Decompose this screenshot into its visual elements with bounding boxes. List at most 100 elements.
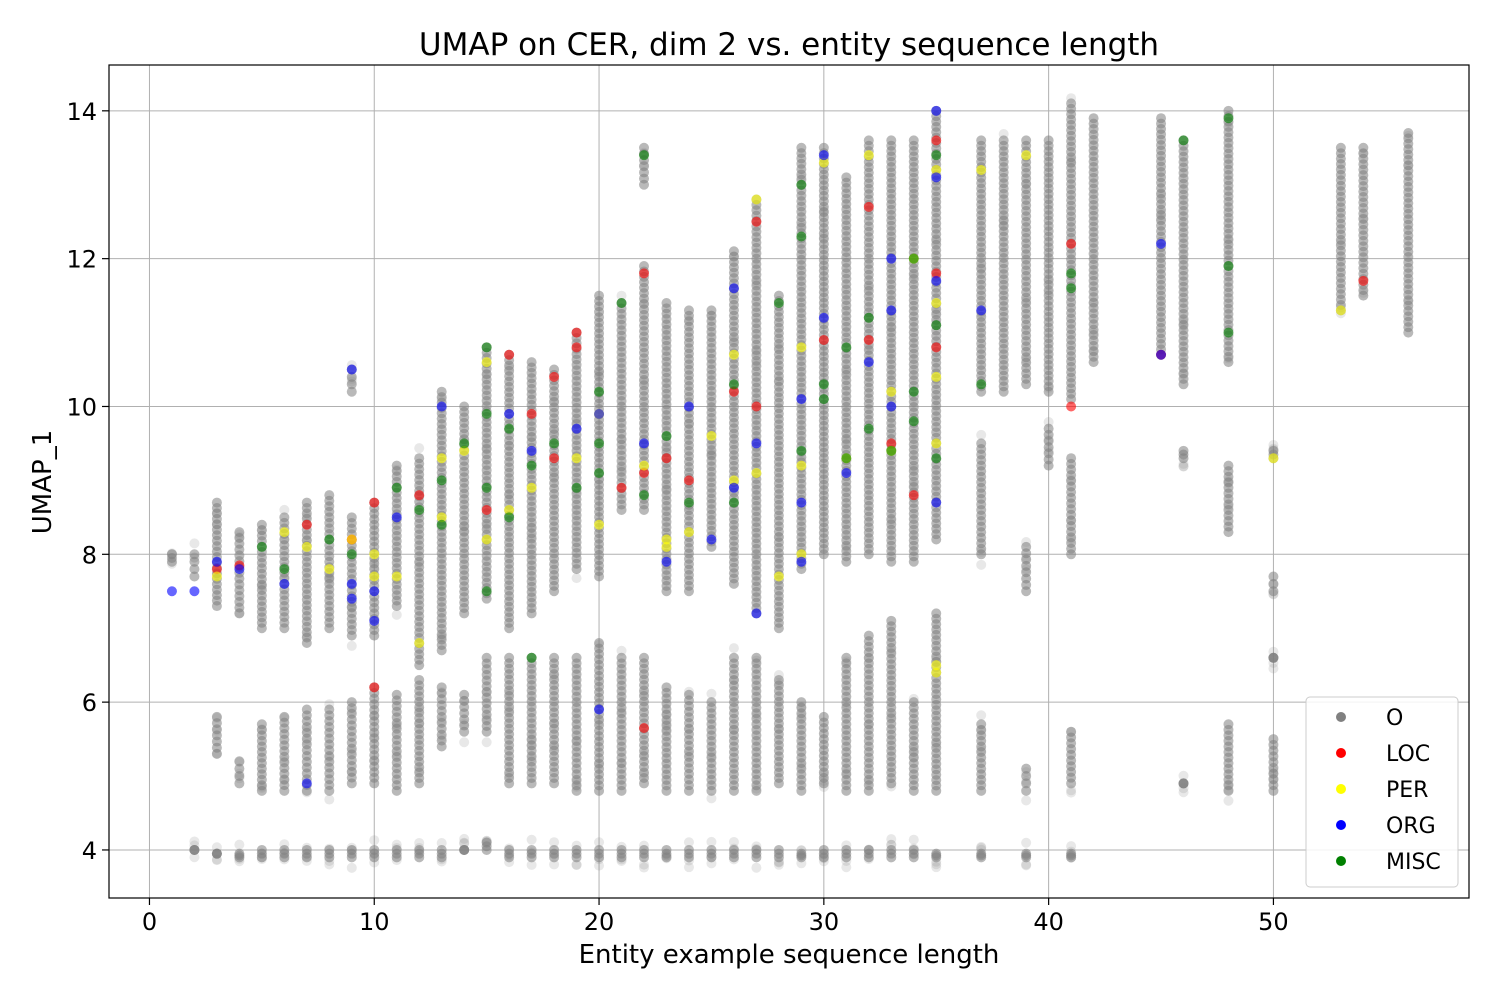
point-o-faint — [1021, 552, 1032, 563]
point-o-faint — [436, 837, 447, 848]
point-o-faint — [1223, 501, 1234, 512]
point-o — [728, 246, 739, 257]
point-o-faint — [728, 251, 739, 262]
point-o-faint — [346, 602, 357, 613]
point-o-faint — [481, 369, 492, 380]
point-per — [931, 164, 942, 175]
point-misc — [324, 534, 335, 545]
point-o — [549, 844, 560, 855]
point-o — [818, 711, 829, 722]
point-o-faint — [436, 856, 447, 867]
legend-box — [1305, 696, 1459, 888]
point-o-faint — [211, 855, 222, 866]
point-loc — [683, 475, 694, 486]
point-o-faint — [728, 643, 739, 654]
point-o-faint — [751, 277, 762, 288]
point-o-faint — [324, 574, 335, 585]
point-o-faint — [234, 853, 245, 864]
point-misc — [594, 438, 605, 449]
point-o-faint — [459, 695, 470, 706]
point-o-faint — [189, 836, 200, 847]
point-o-faint — [1088, 298, 1099, 309]
point-per — [346, 534, 357, 545]
point-per — [661, 534, 672, 545]
legend-marker-per — [1336, 784, 1346, 794]
point-misc — [886, 445, 897, 456]
chart-title: UMAP on CER, dim 2 vs. entity sequence l… — [419, 27, 1159, 63]
point-o-faint — [998, 220, 1009, 231]
point-per — [931, 438, 942, 449]
point-o-faint — [863, 844, 874, 855]
point-misc — [931, 150, 942, 161]
point-o-faint — [504, 857, 515, 868]
point-o-faint — [256, 782, 267, 793]
point-o-faint — [481, 836, 492, 847]
point-o-faint — [436, 687, 447, 698]
point-o — [301, 704, 312, 715]
legend-label-loc: LOC — [1386, 742, 1430, 767]
point-per — [594, 519, 605, 530]
point-o — [908, 844, 919, 855]
point-o — [594, 290, 605, 301]
point-o-faint — [414, 837, 425, 848]
point-o-faint — [706, 688, 717, 699]
point-o — [1223, 105, 1234, 116]
x-axis-label: Entity example sequence length — [579, 940, 1000, 970]
point-o-faint — [346, 640, 357, 651]
point-o — [706, 305, 717, 316]
point-o-faint — [639, 159, 650, 170]
point-o-faint — [549, 742, 560, 753]
point-o — [616, 844, 627, 855]
point-loc — [481, 504, 492, 515]
point-o-faint — [1066, 158, 1077, 169]
point-o-faint — [908, 834, 919, 845]
point-o — [661, 682, 672, 693]
point-misc — [728, 379, 739, 390]
point-org — [369, 586, 380, 597]
point-o — [346, 386, 357, 397]
point-loc — [504, 349, 515, 360]
point-org — [728, 482, 739, 493]
point-o-faint — [1223, 353, 1234, 364]
point-org — [346, 593, 357, 604]
point-o — [436, 682, 447, 693]
point-per — [751, 468, 762, 478]
point-o-faint — [234, 856, 245, 867]
point-o-faint — [728, 675, 739, 686]
point-misc — [976, 379, 987, 390]
point-o-faint — [414, 443, 425, 454]
point-o-faint — [279, 839, 290, 850]
point-o-faint — [504, 770, 515, 781]
legend-label-org: ORG — [1386, 814, 1436, 839]
point-o-faint — [886, 646, 897, 657]
point-o — [391, 689, 402, 700]
point-o — [1066, 453, 1077, 464]
point-o-faint — [908, 270, 919, 281]
point-o-faint — [414, 765, 425, 776]
point-per — [863, 150, 874, 161]
point-o — [863, 630, 874, 641]
point-o — [1335, 142, 1346, 153]
point-o-faint — [189, 852, 200, 863]
point-o — [549, 364, 560, 375]
point-o-faint — [369, 848, 380, 859]
point-o-faint — [661, 850, 672, 861]
point-o — [706, 844, 717, 855]
point-o — [549, 652, 560, 663]
point-o-faint — [796, 845, 807, 856]
point-o-faint — [796, 701, 807, 712]
legend-label-misc: MISC — [1386, 850, 1441, 875]
point-o-faint — [594, 639, 605, 650]
point-o-faint — [683, 749, 694, 760]
legend-label-per: PER — [1386, 778, 1428, 803]
point-o-faint — [976, 841, 987, 852]
point-o-faint — [504, 850, 515, 861]
point-o-faint — [931, 856, 942, 867]
series-misc — [256, 113, 1234, 663]
point-per — [818, 157, 829, 168]
point-o-faint — [1043, 417, 1054, 428]
point-o-faint — [1178, 458, 1189, 469]
point-o-faint — [324, 572, 335, 583]
x-tick-label: 0 — [142, 908, 157, 936]
point-o-faint — [279, 847, 290, 858]
